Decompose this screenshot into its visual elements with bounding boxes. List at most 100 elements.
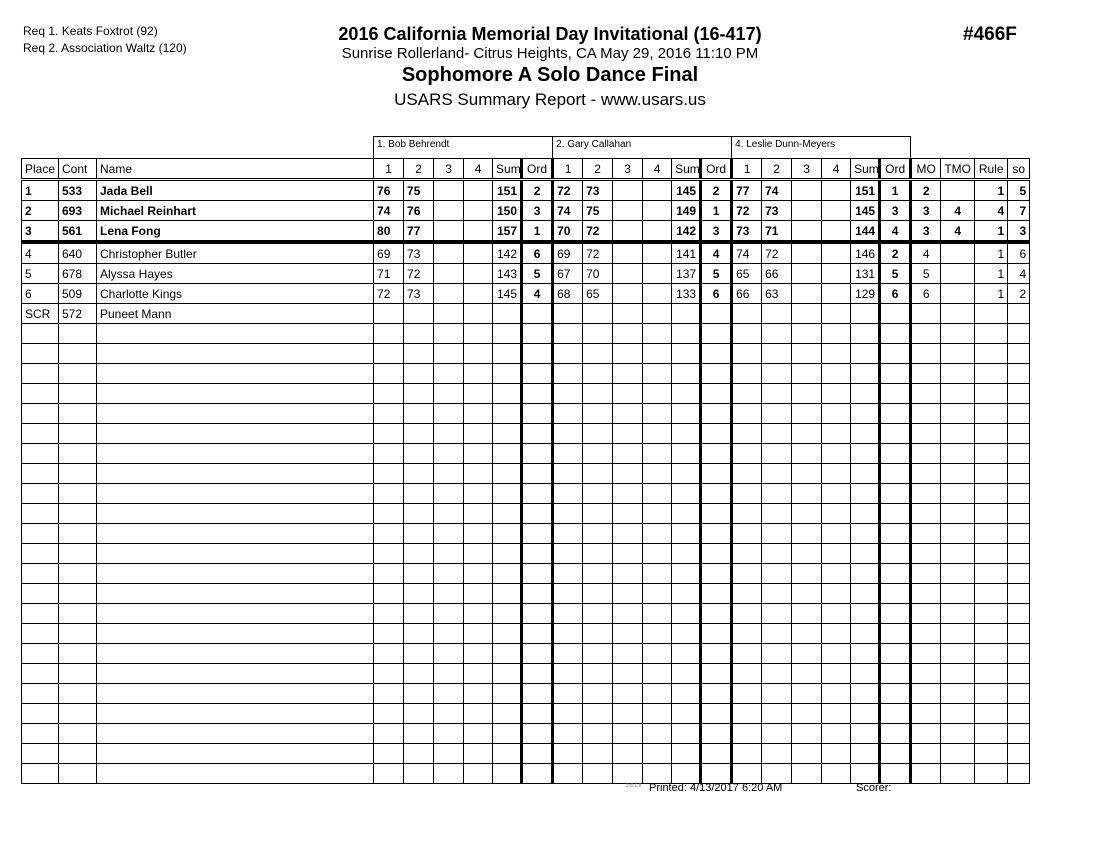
so-cell xyxy=(1007,443,1031,464)
place-cell xyxy=(21,503,59,524)
ord-cell xyxy=(878,723,913,744)
score-cell xyxy=(433,523,465,544)
score-cell xyxy=(761,383,793,404)
sum-cell xyxy=(850,763,881,784)
ord-cell xyxy=(520,563,555,584)
sum-cell xyxy=(492,643,523,664)
score-cell xyxy=(642,383,673,404)
score-cell xyxy=(403,743,435,764)
name-cell: Christopher Butler xyxy=(95,241,375,264)
empty-row xyxy=(21,523,1031,544)
score-cell xyxy=(731,603,763,624)
score-cell xyxy=(642,543,673,564)
score-cell xyxy=(463,643,494,664)
score-cell xyxy=(433,603,465,624)
score-cell xyxy=(761,463,793,484)
mo-cell xyxy=(910,523,942,544)
place-cell xyxy=(21,663,59,684)
score-cell xyxy=(821,383,852,404)
rule-cell xyxy=(974,623,1009,644)
header-score: 2 xyxy=(403,158,435,181)
sum-cell xyxy=(492,623,523,644)
score-cell: 72 xyxy=(373,283,405,304)
score-cell xyxy=(552,623,584,644)
score-cell xyxy=(642,723,673,744)
sum-cell xyxy=(492,463,523,484)
ord-cell xyxy=(878,363,913,384)
header-score: 4 xyxy=(821,158,852,181)
score-cell xyxy=(582,663,614,684)
score-cell xyxy=(582,563,614,584)
score-cell xyxy=(433,283,465,304)
sum-cell xyxy=(850,723,881,744)
ord-cell xyxy=(520,663,555,684)
score-cell xyxy=(761,563,793,584)
score-cell xyxy=(612,383,644,404)
sum-cell xyxy=(850,483,881,504)
ord-cell xyxy=(878,583,913,604)
empty-row xyxy=(21,483,1031,504)
mo-cell xyxy=(910,303,942,324)
tmo-cell xyxy=(940,583,976,604)
name-cell xyxy=(95,643,375,664)
rule-cell: 1 xyxy=(974,179,1009,201)
score-cell xyxy=(463,743,494,764)
score-cell xyxy=(463,563,494,584)
ord-cell xyxy=(878,763,913,784)
score-cell xyxy=(821,463,852,484)
score-cell: 73 xyxy=(731,220,763,244)
score-cell xyxy=(821,423,852,444)
tmo-cell xyxy=(940,643,976,664)
score-cell xyxy=(642,623,673,644)
so-cell xyxy=(1007,543,1031,564)
ord-cell xyxy=(520,723,555,744)
score-cell xyxy=(463,723,494,744)
score-cell xyxy=(373,643,405,664)
score-cell xyxy=(373,703,405,724)
ord-cell: 5 xyxy=(878,263,913,284)
score-cell xyxy=(761,643,793,664)
score-cell xyxy=(463,543,494,564)
sum-cell xyxy=(671,303,702,324)
mo-cell xyxy=(910,443,942,464)
score-cell xyxy=(761,703,793,724)
score-cell xyxy=(373,743,405,764)
score-cell xyxy=(552,763,584,784)
venue-line: Sunrise Rollerland- Citrus Heights, CA M… xyxy=(341,45,759,62)
cont-cell: 509 xyxy=(58,283,97,304)
mo-cell xyxy=(910,463,942,484)
score-cell xyxy=(761,423,793,444)
score-cell xyxy=(761,603,793,624)
header-score: 1 xyxy=(373,158,405,181)
score-cell xyxy=(403,603,435,624)
score-cell xyxy=(433,200,465,221)
so-cell xyxy=(1007,763,1031,784)
place-cell xyxy=(21,463,59,484)
ord-cell xyxy=(699,503,734,524)
score-cell xyxy=(731,583,763,604)
score-cell xyxy=(433,703,465,724)
score-cell xyxy=(463,703,494,724)
score-cell xyxy=(403,343,435,364)
score-cell xyxy=(582,463,614,484)
score-cell xyxy=(612,543,644,564)
score-cell xyxy=(582,543,614,564)
score-cell xyxy=(791,763,823,784)
sum-cell: 142 xyxy=(492,241,523,264)
tmo-cell xyxy=(940,603,976,624)
score-cell xyxy=(582,423,614,444)
so-cell xyxy=(1007,363,1031,384)
rule-cell: 1 xyxy=(974,241,1009,264)
judge-name: 4. Leslie Dunn-Meyers xyxy=(731,136,912,159)
score-cell xyxy=(731,303,763,324)
score-cell xyxy=(433,303,465,324)
ord-cell: 6 xyxy=(878,283,913,304)
score-cell xyxy=(373,583,405,604)
score-cell xyxy=(791,220,823,244)
column-header-row: Place Cont Name 1 2 3 4 Sum Ord 1 2 3 4 Sum Ord 1 2 3 4 Sum… xyxy=(21,158,1031,181)
score-cell xyxy=(373,683,405,704)
mo-cell xyxy=(910,383,942,404)
ord-cell xyxy=(520,743,555,764)
ord-cell xyxy=(878,603,913,624)
score-cell xyxy=(791,643,823,664)
